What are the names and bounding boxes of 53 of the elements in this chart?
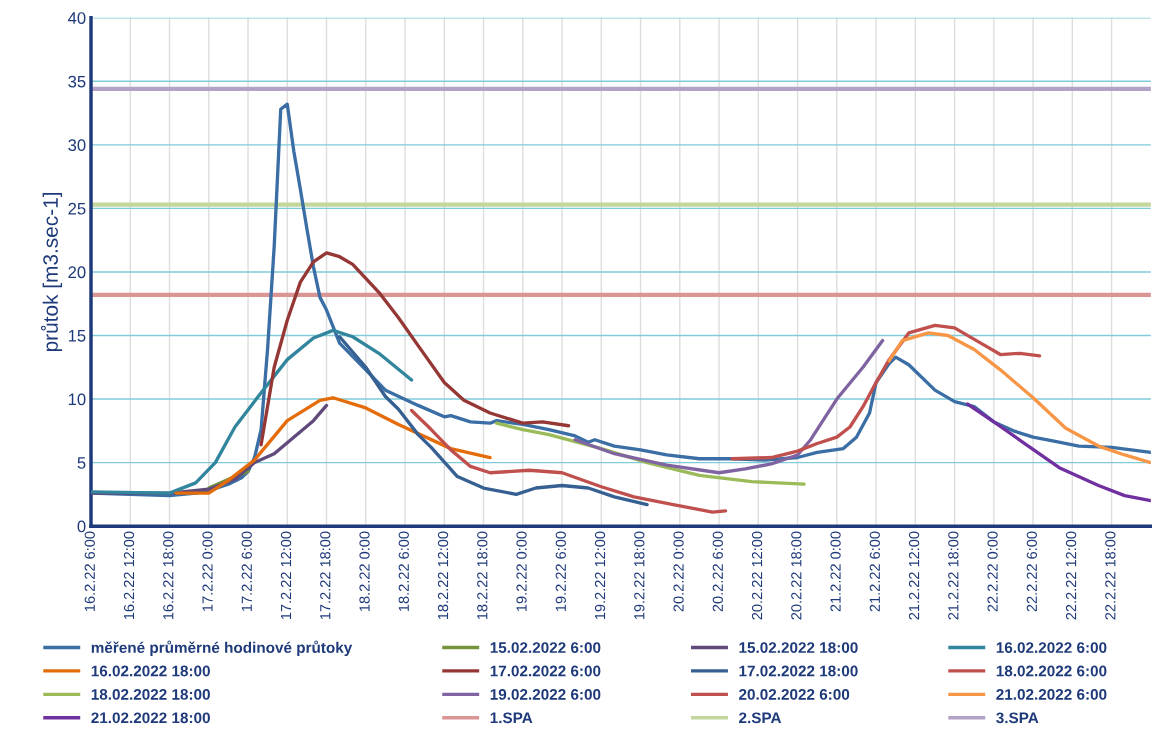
x-tick-label: 22.2.22 18:00 — [1105, 531, 1116, 620]
x-tick-label: 21.2.22 18:00 — [948, 531, 959, 620]
x-tick-label: 16.2.22 12:00 — [123, 531, 135, 620]
x-tick-label: 22.2.22 0:00 — [987, 531, 998, 612]
x-tick-label: 18.2.22 18:00 — [477, 531, 488, 620]
x-tick-label: 19.2.22 0:00 — [516, 531, 527, 611]
y-tick-label: 40 — [67, 12, 86, 24]
legend-label: 19.02.2022 6:00 — [490, 689, 601, 700]
legend-label: 15.02.2022 6:00 — [490, 642, 601, 653]
x-tick-label: 19.2.22 12:00 — [594, 531, 606, 620]
x-tick-label: 21.2.22 6:00 — [869, 531, 880, 612]
x-tick-label: 22.2.22 6:00 — [1026, 531, 1037, 612]
x-tick-label: 18.2.22 0:00 — [359, 531, 370, 611]
x-tick-label: 20.2.22 12:00 — [751, 531, 763, 620]
legend-label: 18.02.2022 6:00 — [996, 665, 1107, 677]
y-tick-label: 10 — [68, 393, 86, 406]
y-tick-label: 20 — [68, 266, 86, 279]
x-tick-label: 17.2.22 6:00 — [241, 531, 252, 611]
legend-label: 21.02.2022 18:00 — [91, 712, 210, 724]
x-tick-label: 16.2.22 6:00 — [84, 531, 95, 611]
y-tick-label: 25 — [68, 202, 86, 215]
y-axis-title: průtok [m3.sec-1] — [40, 192, 63, 352]
y-tick-label: 30 — [68, 139, 86, 152]
legend-label: 3.SPA — [996, 712, 1039, 724]
x-tick-label: 16.2.22 18:00 — [163, 531, 174, 620]
legend-label: 17.02.2022 6:00 — [490, 665, 601, 677]
x-tick-label: 18.2.22 12:00 — [437, 531, 449, 620]
x-tick-label: 21.2.22 12:00 — [908, 531, 920, 620]
y-tick-label: 5 — [77, 457, 86, 469]
legend-label: 15.02.2022 18:00 — [739, 642, 858, 653]
x-tick-label: 17.2.22 12:00 — [280, 531, 292, 620]
x-tick-label: 18.2.22 6:00 — [398, 531, 409, 611]
legend-label: 21.02.2022 6:00 — [996, 689, 1107, 700]
y-tick-label: 0 — [77, 520, 86, 533]
legend-label: 2.SPA — [739, 712, 782, 724]
y-tick-label: 35 — [68, 75, 86, 88]
x-tick-label: 19.2.22 18:00 — [634, 531, 645, 620]
legend-label: 16.02.2022 18:00 — [91, 665, 210, 677]
x-tick-label: 17.2.22 0:00 — [202, 531, 213, 611]
x-tick-label: 20.2.22 0:00 — [673, 531, 684, 612]
legend-label: 17.02.2022 18:00 — [739, 665, 858, 677]
x-tick-label: 21.2.22 0:00 — [830, 531, 841, 612]
x-tick-label: 19.2.22 6:00 — [555, 531, 566, 611]
legend-label: měřené průměrné hodinové průtoky — [91, 640, 353, 657]
legend-label: 1.SPA — [490, 712, 533, 724]
legend-label: 20.02.2022 6:00 — [739, 689, 850, 700]
x-tick-label: 22.2.22 12:00 — [1065, 531, 1077, 620]
x-tick-label: 17.2.22 18:00 — [320, 531, 331, 620]
legend-label: 18.02.2022 18:00 — [91, 689, 210, 700]
legend-label: 16.02.2022 6:00 — [996, 642, 1107, 653]
x-tick-label: 20.2.22 6:00 — [712, 531, 723, 612]
x-tick-label: 20.2.22 18:00 — [791, 531, 802, 620]
y-tick-label: 15 — [68, 330, 86, 342]
